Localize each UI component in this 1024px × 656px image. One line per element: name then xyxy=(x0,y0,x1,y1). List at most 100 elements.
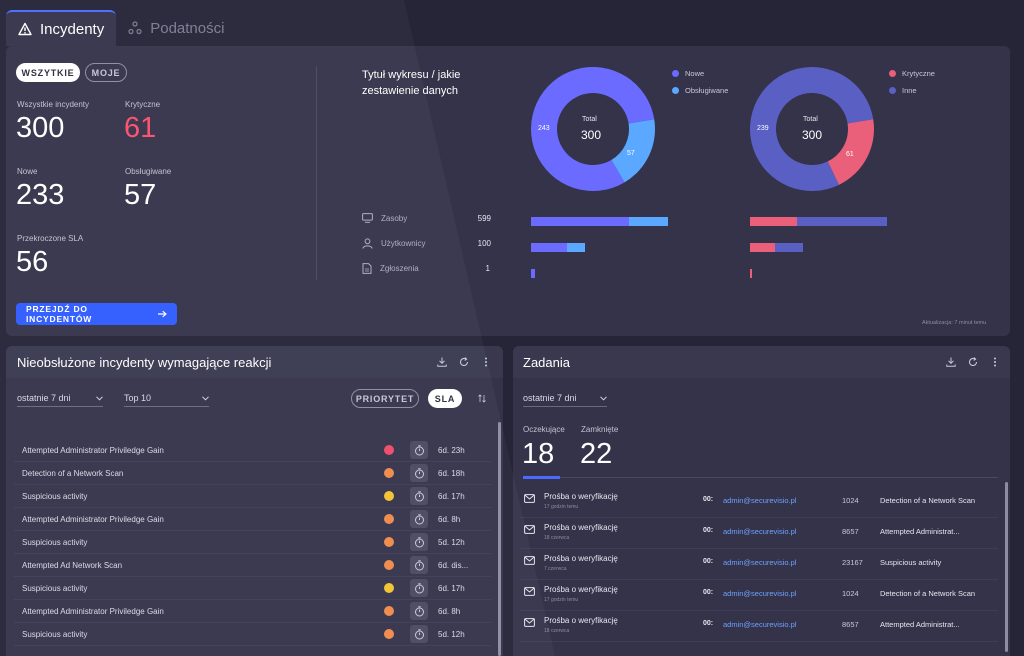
task-prefix: 00: xyxy=(703,558,714,565)
sla-time: 6d. dis... xyxy=(438,560,469,570)
tickets-bar-critical xyxy=(750,269,752,278)
sla-timer-button[interactable] xyxy=(410,556,428,574)
tasks-period-dropdown[interactable]: ostatnie 7 dni xyxy=(523,393,607,407)
task-assignee-email[interactable]: admin@securevisio.pl xyxy=(723,496,797,505)
resource-value: 1 xyxy=(485,264,490,273)
incidents-panel-title: Nieobsłużone incydenty wymagające reakcj… xyxy=(17,355,272,370)
table-row[interactable]: Attempted Administrator Priviledge Gain 6… xyxy=(14,508,492,531)
users-bar-handled xyxy=(567,243,585,252)
user-icon xyxy=(362,238,373,249)
tasks-pending-value[interactable]: 18 xyxy=(522,438,555,470)
donut-slice[interactable] xyxy=(750,67,874,191)
sla-timer-button[interactable] xyxy=(410,441,428,459)
download-icon[interactable] xyxy=(437,357,447,367)
list-item[interactable]: Prośba o weryfikację 7 czerwca 00: admin@se… xyxy=(520,549,998,580)
sla-timer-button[interactable] xyxy=(410,579,428,597)
incident-name: Suspicious activity xyxy=(22,583,88,593)
resource-label: Zasoby xyxy=(381,213,408,223)
more-vertical-icon[interactable] xyxy=(481,357,491,367)
sla-timer-button[interactable] xyxy=(410,487,428,505)
donut-slice[interactable] xyxy=(827,119,874,185)
assets-bar-other xyxy=(797,217,887,226)
sla-timer-button[interactable] xyxy=(410,464,428,482)
tab-vulnerabilities[interactable]: Podatności xyxy=(116,10,236,46)
tab-incidents[interactable]: Incydenty xyxy=(6,10,117,46)
task-assignee-email[interactable]: admin@securevisio.pl xyxy=(723,620,797,629)
tasks-panel-title: Zadania xyxy=(523,355,570,370)
table-row[interactable]: Attempted Ad Network Scan 6d. dis... xyxy=(14,554,492,577)
dropdown-value: ostatnie 7 dni xyxy=(523,393,577,403)
more-vertical-icon[interactable] xyxy=(990,357,1000,367)
sla-timer-button[interactable] xyxy=(410,602,428,620)
task-incident-name: Attempted Administrat... xyxy=(880,620,960,629)
task-incident-name: Suspicious activity xyxy=(880,558,942,567)
resource-row-users: Użytkownicy 100 xyxy=(362,238,491,249)
incident-name: Suspicious activity xyxy=(22,491,88,501)
table-row[interactable]: Detection of a Network Scan 6d. 18h xyxy=(14,462,492,485)
table-row[interactable]: Suspicious activity 5d. 12h xyxy=(14,623,492,646)
refresh-icon[interactable] xyxy=(459,357,469,367)
table-row[interactable]: Suspicious activity 6d. 17h xyxy=(14,577,492,600)
table-row[interactable]: Suspicious activity 5d. 12h xyxy=(14,531,492,554)
stopwatch-icon xyxy=(414,559,424,570)
incidents-panel-tools xyxy=(437,357,491,367)
tasks-closed-value[interactable]: 22 xyxy=(580,438,613,470)
legend-handled: Obsługiwane xyxy=(672,86,728,95)
legend-other: Inne xyxy=(889,86,917,95)
go-to-incidents-button[interactable]: PRZEJDŹ DO INCYDENTÓW xyxy=(16,303,177,325)
sort-sla-button[interactable]: SLA xyxy=(428,389,462,408)
list-item[interactable]: Prośba o weryfikację 17 godzin temu 00: adm… xyxy=(520,580,998,611)
table-row[interactable]: Attempted Administrator Priviledge Gain 6… xyxy=(14,600,492,623)
tasks-closed-label[interactable]: Zamknięte xyxy=(581,425,619,434)
filter-all-button[interactable]: WSZYTKIE xyxy=(16,63,80,82)
task-incident-id: 8657 xyxy=(842,620,859,629)
button-label: PRZEJDŹ DO INCYDENTÓW xyxy=(26,304,93,324)
sort-icon[interactable] xyxy=(478,394,486,403)
task-incident-name: Attempted Administrat... xyxy=(880,527,960,536)
list-item[interactable]: Prośba o weryfikację 17 godzin temu 00: adm… xyxy=(520,487,998,518)
task-prefix: 00: xyxy=(703,620,714,627)
resource-label: Użytkownicy xyxy=(381,239,426,248)
list-item[interactable]: Prośba o weryfikację 18 czerwca 00: admin@s… xyxy=(520,611,998,642)
table-row[interactable]: Attempted Administrator Priviledge Gain 6… xyxy=(14,439,492,462)
resource-row-tickets: Zgłoszenia 1 xyxy=(362,263,490,274)
severity-dot xyxy=(384,606,394,616)
filter-mine-button[interactable]: MOJE xyxy=(85,63,127,82)
monitor-icon xyxy=(362,213,373,223)
download-icon[interactable] xyxy=(946,357,956,367)
list-item[interactable]: Prośba o weryfikację 18 czerwca 00: admin@s… xyxy=(520,518,998,549)
severity-dot xyxy=(384,468,394,478)
donut-slice[interactable] xyxy=(531,67,655,191)
task-title: Prośba o weryfikację xyxy=(544,554,618,563)
dropdown-value: ostatnie 7 dni xyxy=(17,393,71,403)
stopwatch-icon xyxy=(414,513,424,524)
last-updated: Aktualizacja: 7 minut temu xyxy=(922,320,987,326)
task-assignee-email[interactable]: admin@securevisio.pl xyxy=(723,527,797,536)
incidents-top-dropdown[interactable]: Top 10 xyxy=(124,393,209,407)
tasks-pending-label[interactable]: Oczekujące xyxy=(523,425,565,434)
refresh-icon[interactable] xyxy=(968,357,978,367)
stopwatch-icon xyxy=(414,467,424,478)
stat-value-critical: 61 xyxy=(124,112,157,144)
task-list-scrollbar[interactable] xyxy=(1005,482,1008,652)
nodes-icon xyxy=(128,21,142,35)
task-assignee-email[interactable]: admin@securevisio.pl xyxy=(723,558,797,567)
incidents-period-dropdown[interactable]: ostatnie 7 dni xyxy=(17,393,103,407)
donut-slice[interactable] xyxy=(611,119,655,183)
legend-critical: Krytyczne xyxy=(889,69,935,78)
sla-timer-button[interactable] xyxy=(410,625,428,643)
task-assignee-email[interactable]: admin@securevisio.pl xyxy=(723,589,797,598)
table-row[interactable]: Suspicious activity 6d. 17h xyxy=(14,485,492,508)
task-title: Prośba o weryfikację xyxy=(544,585,618,594)
panel-header-strip xyxy=(6,346,503,378)
resource-value: 100 xyxy=(477,239,491,248)
sla-timer-button[interactable] xyxy=(410,533,428,551)
sort-priority-button[interactable]: PRIORYTET xyxy=(351,389,419,408)
stopwatch-icon xyxy=(414,628,424,639)
users-bar-other xyxy=(775,243,803,252)
mail-icon xyxy=(524,494,535,503)
incident-name: Suspicious activity xyxy=(22,537,88,547)
incident-list-scrollbar[interactable] xyxy=(498,422,501,656)
resource-label: Zgłoszenia xyxy=(380,264,419,273)
sla-timer-button[interactable] xyxy=(410,510,428,528)
